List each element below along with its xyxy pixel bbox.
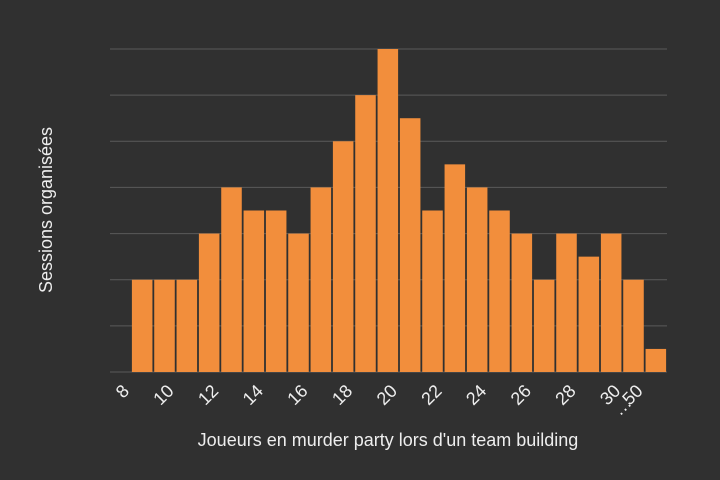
bar	[176, 279, 198, 372]
bar	[533, 279, 555, 372]
x-axis-label: Joueurs en murder party lors d'un team b…	[198, 430, 579, 450]
bar	[243, 210, 265, 372]
bar	[265, 210, 287, 372]
bar	[556, 233, 577, 372]
bar	[511, 233, 533, 372]
bar	[444, 164, 466, 372]
bar	[377, 49, 399, 372]
bar	[489, 210, 510, 372]
bar	[422, 210, 443, 372]
bar	[466, 187, 488, 372]
bar	[623, 279, 644, 372]
bar	[332, 141, 354, 372]
bar	[288, 233, 309, 372]
bar	[198, 233, 220, 372]
bar	[645, 348, 667, 372]
bar	[355, 95, 376, 373]
bar	[131, 279, 153, 372]
bar	[399, 118, 421, 372]
bar	[154, 279, 175, 372]
bar	[578, 256, 600, 372]
bar	[221, 187, 242, 372]
bar	[310, 187, 332, 372]
bar	[600, 233, 622, 372]
y-axis-label: Sessions organisées	[36, 127, 56, 293]
